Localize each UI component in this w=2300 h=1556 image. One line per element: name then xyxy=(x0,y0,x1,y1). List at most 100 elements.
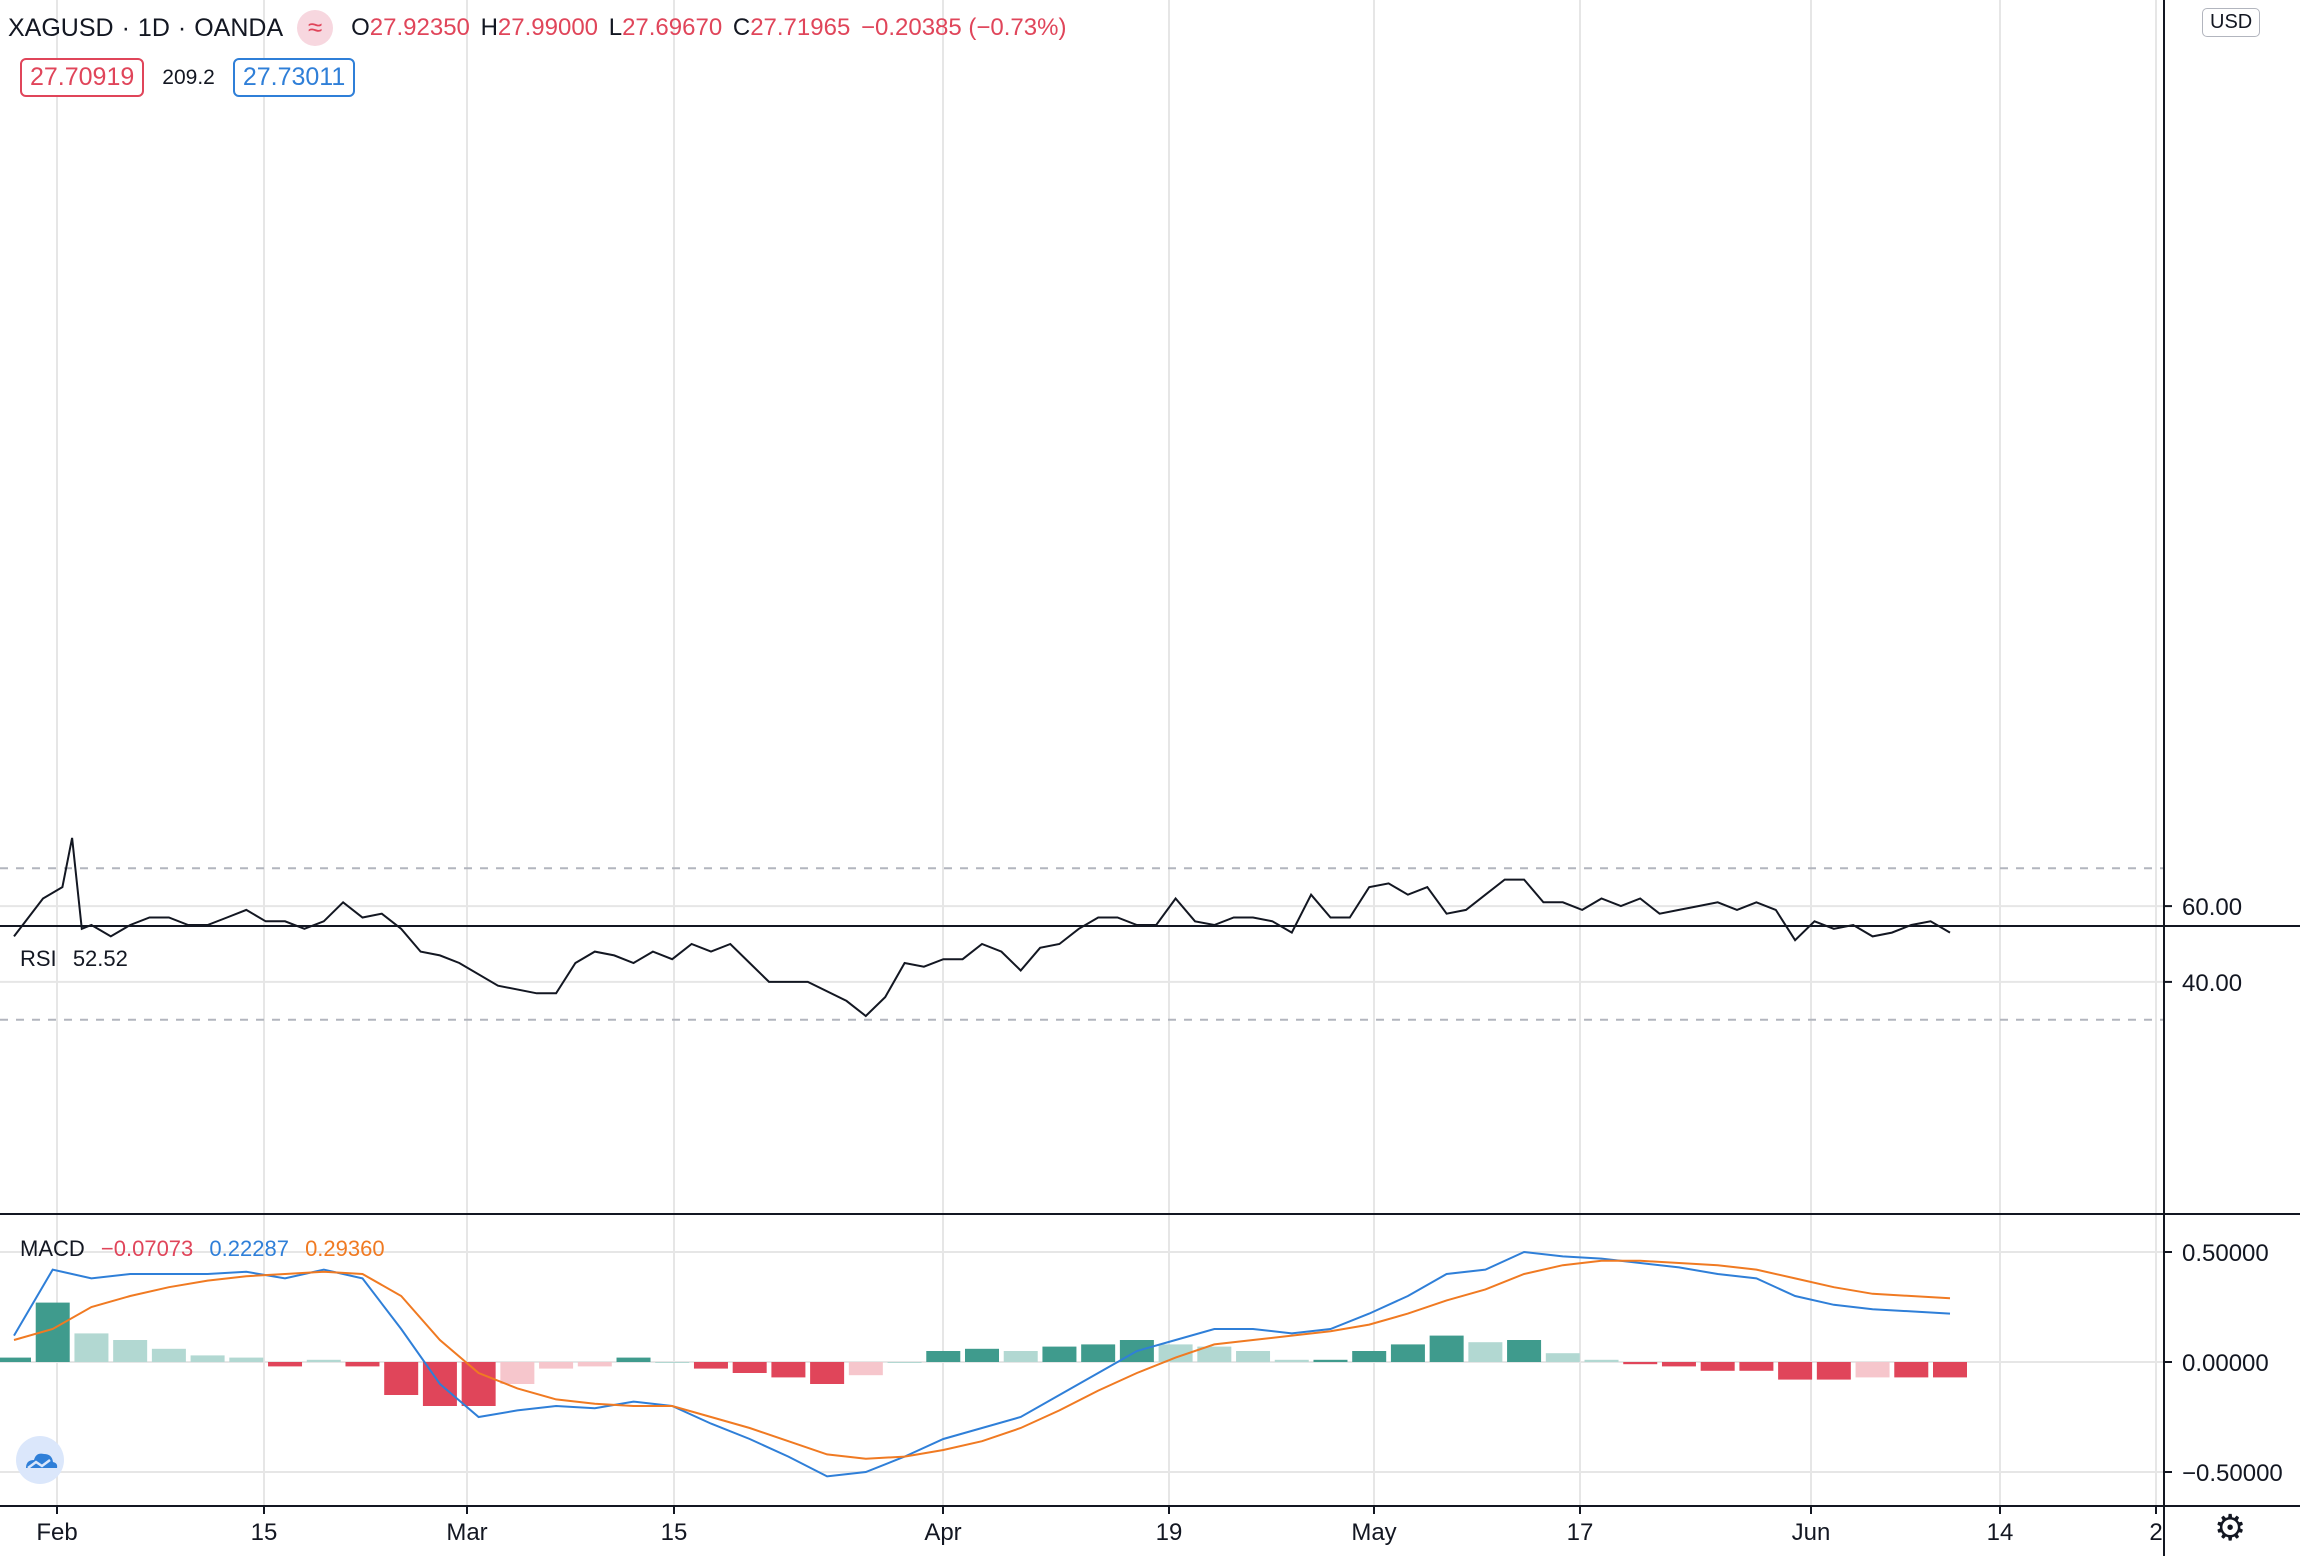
macd-histogram-bar[interactable] xyxy=(848,1362,883,1376)
time-tick-label: Apr xyxy=(924,1519,961,1546)
macd-histogram-bar[interactable] xyxy=(1739,1362,1774,1371)
rsi-title: RSI xyxy=(20,946,57,971)
macd-histogram-bar[interactable] xyxy=(0,1357,31,1362)
macd-histogram-bar[interactable] xyxy=(1584,1359,1619,1362)
open-label: O xyxy=(351,14,370,41)
macd-legend[interactable]: MACD −0.07073 0.22287 0.29360 xyxy=(20,1236,385,1262)
sell-price-button[interactable]: 27.70919 xyxy=(20,58,145,97)
rsi-value: 52.52 xyxy=(72,946,128,971)
macd-pane[interactable] xyxy=(0,1250,1967,1478)
time-tick-label: Jun xyxy=(1792,1519,1831,1546)
macd-tick-label: −0.50000 xyxy=(2182,1460,2283,1487)
time-tick-label: Feb xyxy=(36,1519,77,1546)
time-tick-label: Mar xyxy=(446,1519,487,1546)
macd-histogram-bar[interactable] xyxy=(539,1362,574,1369)
symbol-name[interactable]: XAGUSD xyxy=(8,13,114,42)
macd-histogram-bar[interactable] xyxy=(655,1362,690,1363)
low-value: 27.69670 xyxy=(622,14,723,41)
signal-line[interactable] xyxy=(13,1259,1951,1460)
time-tick-label: 2 xyxy=(2149,1519,2162,1546)
high-value: 27.99000 xyxy=(497,14,599,41)
time-tick-label: 14 xyxy=(1987,1519,2014,1546)
macd-histogram-bar[interactable] xyxy=(1390,1344,1425,1362)
macd-histogram-bar[interactable] xyxy=(1197,1346,1232,1362)
interval-label[interactable]: 1D xyxy=(137,13,170,42)
macd-histogram-bar[interactable] xyxy=(887,1362,922,1363)
macd-histogram-bar[interactable] xyxy=(306,1359,341,1362)
macd-histogram-bar[interactable] xyxy=(1236,1351,1271,1362)
macd-histogram-bar[interactable] xyxy=(345,1362,380,1367)
macd-histogram-bar[interactable] xyxy=(1158,1344,1193,1362)
macd-histogram-bar[interactable] xyxy=(190,1355,225,1362)
macd-histogram-bar[interactable] xyxy=(1081,1344,1116,1362)
time-tick-label: 15 xyxy=(251,1519,278,1546)
macd-histogram-bar[interactable] xyxy=(810,1362,845,1384)
macd-histogram-bar[interactable] xyxy=(1003,1351,1038,1362)
rsi-tick-label: 60.00 xyxy=(2182,894,2242,921)
macd-histogram-bar[interactable] xyxy=(926,1351,961,1362)
macd-histogram-bar[interactable] xyxy=(1274,1359,1309,1362)
currency-button[interactable]: USD xyxy=(2202,8,2261,37)
macd-histogram-bar[interactable] xyxy=(1623,1362,1658,1365)
macd-histogram-bar[interactable] xyxy=(1429,1335,1464,1362)
macd-tick-label: 0.50000 xyxy=(2182,1240,2269,1267)
spread-value: 209.2 xyxy=(162,65,215,89)
buy-price-button[interactable]: 27.73011 xyxy=(232,58,356,97)
macd-signal-value: 0.29360 xyxy=(305,1236,385,1261)
cloud-logo-icon[interactable] xyxy=(16,1436,64,1484)
macd-line[interactable] xyxy=(13,1250,1951,1478)
macd-histogram-bar[interactable] xyxy=(1700,1362,1735,1371)
macd-histogram-bar[interactable] xyxy=(268,1362,303,1367)
macd-histogram-bar[interactable] xyxy=(1778,1362,1813,1380)
macd-histogram-bar[interactable] xyxy=(1313,1359,1348,1362)
close-value: 27.71965 xyxy=(750,14,851,41)
header-separator: · xyxy=(177,13,187,42)
macd-histogram-bar[interactable] xyxy=(771,1362,806,1378)
open-value: 27.92350 xyxy=(369,14,470,41)
market-status-icon[interactable]: ≈ xyxy=(297,10,334,46)
macd-histogram-bar[interactable] xyxy=(1468,1342,1503,1362)
macd-line-value: 0.22287 xyxy=(209,1236,289,1261)
time-tick-label: 19 xyxy=(1156,1519,1183,1546)
time-tick-label: May xyxy=(1351,1519,1396,1546)
macd-histogram-bar[interactable] xyxy=(151,1348,186,1362)
macd-histogram-bar[interactable] xyxy=(1894,1362,1929,1378)
macd-histogram-bar[interactable] xyxy=(732,1362,767,1373)
grid-lines xyxy=(0,0,2164,1506)
macd-tick-label: 0.00000 xyxy=(2182,1350,2269,1377)
change-value: −0.20385 (−0.73%) xyxy=(860,14,1067,41)
macd-histogram-bar[interactable] xyxy=(500,1362,535,1384)
macd-histogram-bar[interactable] xyxy=(1545,1353,1580,1362)
macd-histogram-bar[interactable] xyxy=(1816,1362,1851,1380)
gear-icon[interactable]: ⚙ xyxy=(2214,1507,2247,1548)
broker-label: OANDA xyxy=(194,13,284,42)
macd-histogram-bar[interactable] xyxy=(384,1362,419,1395)
macd-histogram-bar[interactable] xyxy=(1855,1362,1890,1378)
rsi-pane[interactable] xyxy=(0,837,2164,1021)
macd-histogram-bar[interactable] xyxy=(616,1357,651,1362)
macd-histogram-bar[interactable] xyxy=(113,1340,148,1362)
rsi-tick-label: 40.00 xyxy=(2182,970,2242,997)
macd-histogram-bar[interactable] xyxy=(693,1362,728,1369)
high-label: H xyxy=(480,14,498,41)
time-tick-label: 15 xyxy=(661,1519,688,1546)
macd-histogram-bar[interactable] xyxy=(1042,1346,1077,1362)
quote-row: 27.70919 209.2 27.73011 xyxy=(20,58,356,97)
macd-hist-value: −0.07073 xyxy=(100,1236,194,1261)
rsi-legend[interactable]: RSI 52.52 xyxy=(20,946,128,972)
time-tick-label: 17 xyxy=(1567,1519,1594,1546)
macd-histogram-bar[interactable] xyxy=(461,1362,496,1406)
macd-histogram-bar[interactable] xyxy=(1352,1351,1387,1362)
macd-histogram-bar[interactable] xyxy=(1933,1362,1967,1378)
macd-histogram-bar[interactable] xyxy=(74,1333,109,1362)
low-label: L xyxy=(608,14,623,41)
macd-histogram-bar[interactable] xyxy=(1507,1340,1542,1362)
macd-histogram-bar[interactable] xyxy=(229,1357,264,1362)
symbol-header[interactable]: XAGUSD · 1D · OANDA ≈ O27.92350 H27.9900… xyxy=(8,8,1066,48)
close-label: C xyxy=(732,14,751,41)
macd-histogram-bar[interactable] xyxy=(1661,1362,1696,1367)
macd-histogram-bar[interactable] xyxy=(577,1362,612,1367)
macd-histogram-bar[interactable] xyxy=(965,1348,999,1362)
